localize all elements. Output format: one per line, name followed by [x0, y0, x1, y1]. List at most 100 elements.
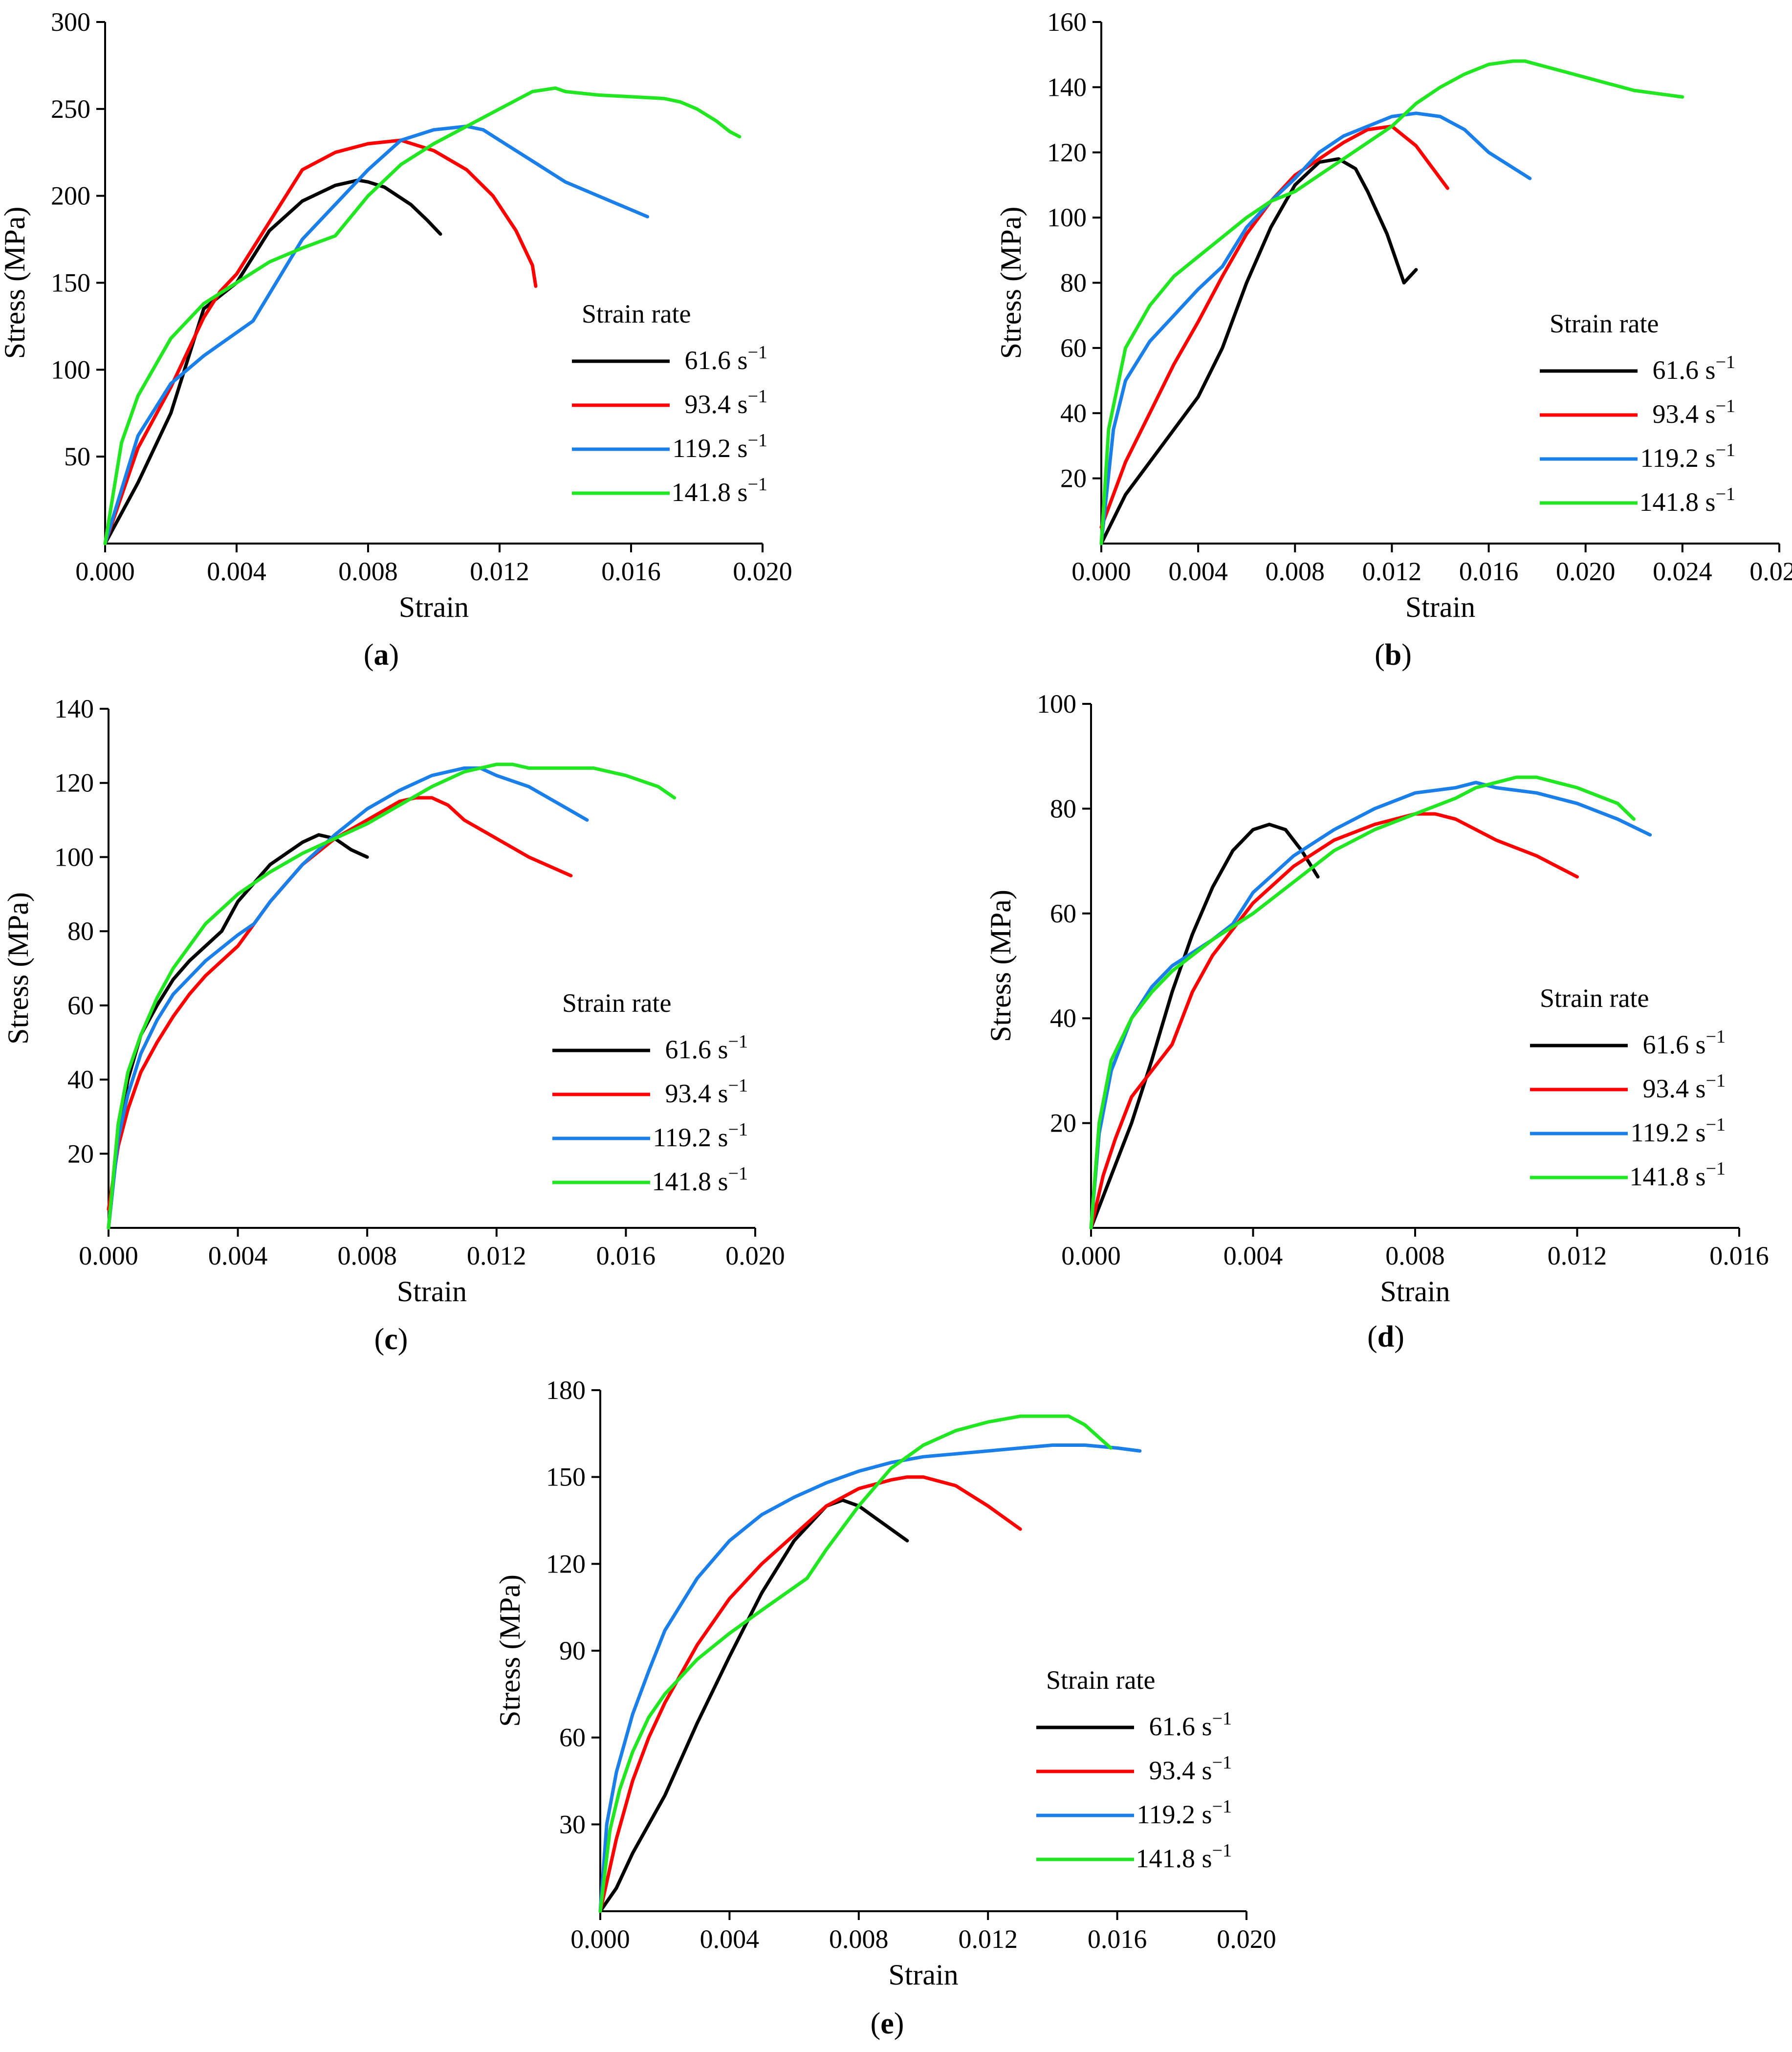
- x-tick-label: 0.000: [570, 1924, 630, 1954]
- y-tick-label: 100: [51, 355, 90, 384]
- series-line-4: [598, 1414, 1113, 1913]
- x-axis-title: Strain: [1405, 591, 1475, 623]
- panel-label: (d): [1367, 1320, 1404, 1353]
- legend: Strain rate 61.6 s−1 93.4 s−1 119.2 s−1 141.…: [552, 988, 748, 1196]
- y-tick-label: 200: [51, 181, 90, 211]
- x-tick-label: 0.004: [700, 1924, 760, 1954]
- series-line-3: [107, 766, 589, 1230]
- x-tick-label: 0.016: [1709, 1241, 1769, 1270]
- legend-label-3: 119.2 s−1: [1137, 1796, 1232, 1829]
- y-tick-label: 60: [67, 991, 94, 1020]
- legend-label-1: 61.6 s−1: [685, 342, 767, 375]
- x-tick-label: 0.020: [1217, 1924, 1276, 1954]
- y-tick-label: 20: [1060, 464, 1087, 493]
- x-tick-label: 0.020: [733, 557, 792, 586]
- x-axis-title: Strain: [1380, 1275, 1450, 1308]
- y-tick-label: 20: [67, 1139, 94, 1168]
- y-tick-label: 140: [1047, 72, 1087, 102]
- panel-label: (a): [364, 638, 399, 672]
- x-tick-label: 0.012: [467, 1241, 526, 1270]
- x-tick-label: 0.008: [338, 557, 398, 586]
- x-tick-label: 0.008: [829, 1924, 889, 1954]
- x-tick-label: 0.016: [1459, 557, 1519, 586]
- x-tick-label: 0.000: [1071, 557, 1131, 586]
- legend-label-2: 93.4 s−1: [1643, 1070, 1726, 1103]
- series-line-4: [103, 86, 742, 546]
- y-tick-label: 90: [559, 1636, 586, 1665]
- y-tick-label: 180: [546, 1375, 586, 1405]
- x-tick-label: 0.016: [596, 1241, 656, 1270]
- x-tick-label: 0.016: [601, 557, 661, 586]
- x-tick-label: 0.020: [725, 1241, 785, 1270]
- legend-label-3: 119.2 s−1: [653, 1119, 748, 1152]
- legend-title: Strain rate: [1550, 309, 1659, 338]
- x-tick-label: 0.012: [958, 1924, 1018, 1954]
- chart-panel-a: 0.000 0.004 0.008 0.012 0.016 0.020 50 100 150 20…: [0, 7, 792, 672]
- x-tick-label: 0.004: [1224, 1241, 1283, 1270]
- y-tick-label: 120: [1047, 138, 1087, 167]
- y-tick-label: 40: [1060, 398, 1087, 428]
- legend-label-3: 119.2 s−1: [1631, 1114, 1726, 1147]
- legend-label-1: 61.6 s−1: [1643, 1026, 1726, 1059]
- legend-label-3: 119.2 s−1: [1640, 440, 1735, 473]
- y-axis-title: Stress (MPa): [995, 207, 1027, 359]
- panel-label: (c): [374, 1323, 408, 1356]
- series-line-2: [598, 1475, 1022, 1913]
- x-axis-title: Strain: [888, 1959, 958, 1991]
- y-tick-label: 80: [67, 917, 94, 946]
- legend-title: Strain rate: [582, 299, 691, 328]
- chart-panel-c: 0.000 0.004 0.008 0.012 0.016 0.020 20 40 60 80 10…: [2, 694, 785, 1356]
- x-axis-title: Strain: [397, 1275, 467, 1308]
- y-tick-label: 150: [546, 1463, 586, 1492]
- y-tick-label: 80: [1050, 794, 1076, 823]
- y-tick-label: 50: [64, 442, 90, 471]
- series-line-3: [598, 1443, 1142, 1913]
- y-tick-label: 120: [54, 768, 94, 798]
- legend-label-2: 93.4 s−1: [1653, 396, 1735, 429]
- legend: Strain rate 61.6 s−1 93.4 s−1 119.2 s−1 141.…: [572, 299, 767, 507]
- legend-label-2: 93.4 s−1: [665, 1075, 748, 1108]
- series-line-2: [107, 796, 573, 1211]
- y-axis-title: Stress (MPa): [2, 892, 34, 1045]
- x-tick-label: 0.004: [1168, 557, 1228, 586]
- series-line-2: [1089, 812, 1579, 1230]
- legend-label-3: 119.2 s−1: [673, 430, 767, 463]
- x-tick-label: 0.012: [1548, 1241, 1607, 1270]
- x-tick-label: 0.012: [470, 557, 529, 586]
- series-line-1: [1089, 823, 1320, 1230]
- x-tick-label: 0.024: [1653, 557, 1712, 586]
- x-tick-label: 0.000: [79, 1241, 138, 1270]
- panel-label: (b): [1375, 638, 1412, 672]
- series-line-3: [103, 124, 650, 546]
- x-tick-label: 0.004: [208, 1241, 268, 1270]
- legend-label-1: 61.6 s−1: [1149, 1708, 1232, 1741]
- x-tick-label: 0.000: [75, 557, 135, 586]
- legend-title: Strain rate: [562, 988, 671, 1018]
- chart-panel-b: 0.000 0.004 0.008 0.012 0.016 0.020 0.024 0.028…: [995, 7, 1792, 672]
- y-tick-label: 60: [1060, 333, 1087, 363]
- series-line-4: [1099, 59, 1684, 546]
- x-tick-label: 0.008: [1266, 557, 1325, 586]
- x-tick-label: 0.004: [207, 557, 266, 586]
- x-tick-label: 0.012: [1362, 557, 1422, 586]
- series-line-1: [1099, 157, 1418, 546]
- x-tick-label: 0.008: [1385, 1241, 1445, 1270]
- y-tick-label: 120: [546, 1549, 586, 1578]
- y-tick-label: 30: [559, 1810, 586, 1839]
- y-axis-title: Stress (MPa): [494, 1574, 526, 1727]
- series-line-1: [103, 178, 442, 546]
- legend-label-4: 141.8 s−1: [1136, 1840, 1232, 1873]
- legend-label-1: 61.6 s−1: [1653, 352, 1735, 385]
- legend: Strain rate 61.6 s−1 93.4 s−1 119.2 s−1 141.…: [1530, 983, 1726, 1191]
- y-tick-label: 150: [51, 268, 90, 298]
- y-tick-label: 20: [1050, 1109, 1076, 1138]
- y-tick-label: 300: [51, 7, 90, 37]
- legend-title: Strain rate: [1540, 983, 1649, 1013]
- y-tick-label: 250: [51, 94, 90, 124]
- y-tick-label: 40: [67, 1065, 94, 1094]
- series-line-2: [103, 138, 538, 546]
- legend-label-2: 93.4 s−1: [1149, 1752, 1232, 1785]
- legend-label-4: 141.8 s−1: [672, 474, 767, 507]
- legend-label-4: 141.8 s−1: [652, 1163, 748, 1196]
